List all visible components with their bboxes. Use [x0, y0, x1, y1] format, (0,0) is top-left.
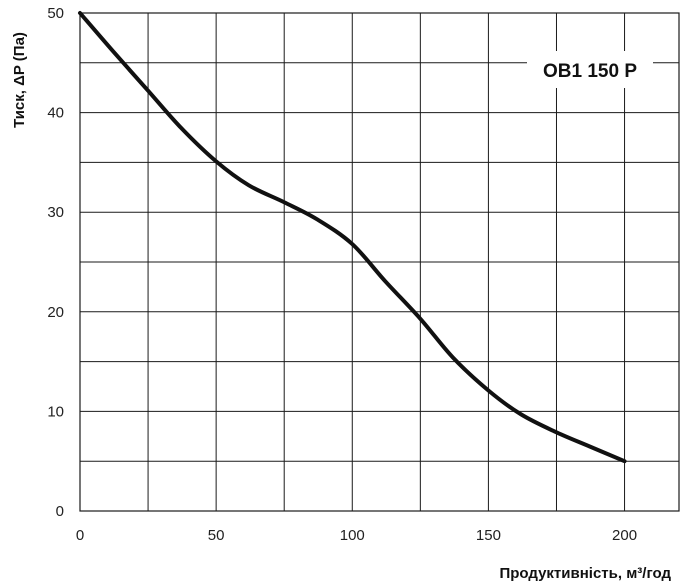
- y-tick-label: 30: [47, 204, 64, 221]
- plot-frame: [79, 12, 680, 512]
- y-tick-label: 10: [47, 403, 64, 420]
- model-label: OB1 150 P: [543, 61, 637, 82]
- tick-labels: 0 10 20 30 40 50 0 50 100 150 200: [47, 5, 637, 544]
- model-label-box: [527, 51, 653, 88]
- y-tick-label: 50: [47, 5, 64, 22]
- y-tick-label: 20: [47, 304, 64, 321]
- y-tick-label: 0: [56, 503, 64, 520]
- y-axis-label: Тиск, ΔP (Па): [11, 32, 28, 128]
- y-tick-label: 40: [47, 105, 64, 122]
- x-tick-label: 100: [340, 527, 365, 544]
- x-tick-label: 50: [208, 527, 225, 544]
- x-tick-label: 0: [76, 527, 84, 544]
- grid: [80, 13, 679, 511]
- series-line: [78, 11, 627, 464]
- x-tick-label: 200: [612, 527, 637, 544]
- x-tick-label: 150: [476, 527, 501, 544]
- x-axis-label: Продуктивність, м³/год: [499, 565, 671, 582]
